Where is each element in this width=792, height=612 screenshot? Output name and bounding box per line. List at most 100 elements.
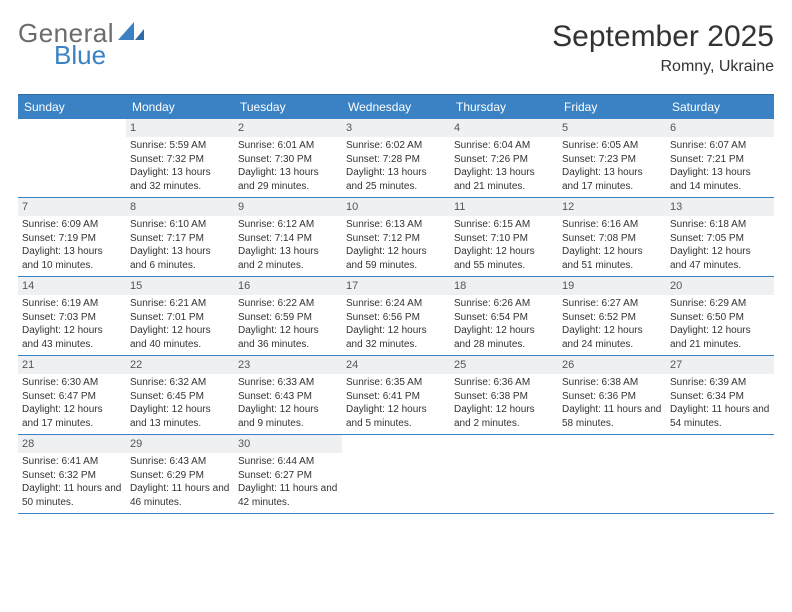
dow-header-row: SundayMondayTuesdayWednesdayThursdayFrid… — [18, 94, 774, 119]
day-details: Sunrise: 6:19 AMSunset: 7:03 PMDaylight:… — [18, 295, 126, 351]
day-details: Sunrise: 6:44 AMSunset: 6:27 PMDaylight:… — [234, 453, 342, 509]
dow-header: Tuesday — [234, 95, 342, 119]
sunset-line: Sunset: 6:54 PM — [454, 311, 554, 325]
weeks-container: 1Sunrise: 5:59 AMSunset: 7:32 PMDaylight… — [18, 119, 774, 514]
sunset-line: Sunset: 6:29 PM — [130, 469, 230, 483]
day-number: 9 — [234, 198, 342, 216]
daylight-line: Daylight: 13 hours and 29 minutes. — [238, 166, 338, 193]
sunrise-line: Sunrise: 6:30 AM — [22, 376, 122, 390]
day-number: 7 — [18, 198, 126, 216]
daylight-line: Daylight: 11 hours and 42 minutes. — [238, 482, 338, 509]
day-details: Sunrise: 6:05 AMSunset: 7:23 PMDaylight:… — [558, 137, 666, 193]
day-cell: 16Sunrise: 6:22 AMSunset: 6:59 PMDayligh… — [234, 277, 342, 355]
day-details: Sunrise: 5:59 AMSunset: 7:32 PMDaylight:… — [126, 137, 234, 193]
sunrise-line: Sunrise: 6:44 AM — [238, 455, 338, 469]
day-cell: 26Sunrise: 6:38 AMSunset: 6:36 PMDayligh… — [558, 356, 666, 434]
day-cell: 7Sunrise: 6:09 AMSunset: 7:19 PMDaylight… — [18, 198, 126, 276]
sunset-line: Sunset: 7:17 PM — [130, 232, 230, 246]
day-cell: 15Sunrise: 6:21 AMSunset: 7:01 PMDayligh… — [126, 277, 234, 355]
daylight-line: Daylight: 11 hours and 50 minutes. — [22, 482, 122, 509]
day-details: Sunrise: 6:18 AMSunset: 7:05 PMDaylight:… — [666, 216, 774, 272]
sunset-line: Sunset: 7:05 PM — [670, 232, 770, 246]
daylight-line: Daylight: 12 hours and 43 minutes. — [22, 324, 122, 351]
day-cell: 14Sunrise: 6:19 AMSunset: 7:03 PMDayligh… — [18, 277, 126, 355]
sunset-line: Sunset: 7:03 PM — [22, 311, 122, 325]
sunrise-line: Sunrise: 5:59 AM — [130, 139, 230, 153]
day-number: 15 — [126, 277, 234, 295]
sunrise-line: Sunrise: 6:12 AM — [238, 218, 338, 232]
dow-header: Sunday — [18, 95, 126, 119]
day-details: Sunrise: 6:09 AMSunset: 7:19 PMDaylight:… — [18, 216, 126, 272]
daylight-line: Daylight: 11 hours and 46 minutes. — [130, 482, 230, 509]
sunrise-line: Sunrise: 6:02 AM — [346, 139, 446, 153]
month-title: September 2025 — [552, 20, 774, 54]
day-number: 28 — [18, 435, 126, 453]
day-number: 29 — [126, 435, 234, 453]
sunset-line: Sunset: 6:50 PM — [670, 311, 770, 325]
day-details: Sunrise: 6:43 AMSunset: 6:29 PMDaylight:… — [126, 453, 234, 509]
sunrise-line: Sunrise: 6:27 AM — [562, 297, 662, 311]
day-number: 26 — [558, 356, 666, 374]
sunset-line: Sunset: 7:01 PM — [130, 311, 230, 325]
day-details: Sunrise: 6:22 AMSunset: 6:59 PMDaylight:… — [234, 295, 342, 351]
day-details: Sunrise: 6:12 AMSunset: 7:14 PMDaylight:… — [234, 216, 342, 272]
sunrise-line: Sunrise: 6:09 AM — [22, 218, 122, 232]
dow-header: Wednesday — [342, 95, 450, 119]
daylight-line: Daylight: 13 hours and 10 minutes. — [22, 245, 122, 272]
sunset-line: Sunset: 6:52 PM — [562, 311, 662, 325]
sunset-line: Sunset: 6:56 PM — [346, 311, 446, 325]
sunset-line: Sunset: 6:27 PM — [238, 469, 338, 483]
day-cell: 1Sunrise: 5:59 AMSunset: 7:32 PMDaylight… — [126, 119, 234, 197]
day-number: 8 — [126, 198, 234, 216]
day-number: 12 — [558, 198, 666, 216]
week-row: 7Sunrise: 6:09 AMSunset: 7:19 PMDaylight… — [18, 198, 774, 277]
week-row: 28Sunrise: 6:41 AMSunset: 6:32 PMDayligh… — [18, 435, 774, 514]
sunrise-line: Sunrise: 6:22 AM — [238, 297, 338, 311]
day-details: Sunrise: 6:26 AMSunset: 6:54 PMDaylight:… — [450, 295, 558, 351]
day-number: 19 — [558, 277, 666, 295]
daylight-line: Daylight: 12 hours and 5 minutes. — [346, 403, 446, 430]
day-number: 6 — [666, 119, 774, 137]
daylight-line: Daylight: 12 hours and 17 minutes. — [22, 403, 122, 430]
location: Romny, Ukraine — [552, 58, 774, 76]
sunrise-line: Sunrise: 6:24 AM — [346, 297, 446, 311]
day-details: Sunrise: 6:35 AMSunset: 6:41 PMDaylight:… — [342, 374, 450, 430]
daylight-line: Daylight: 12 hours and 40 minutes. — [130, 324, 230, 351]
empty-cell — [450, 435, 558, 513]
day-details: Sunrise: 6:07 AMSunset: 7:21 PMDaylight:… — [666, 137, 774, 193]
sunset-line: Sunset: 6:45 PM — [130, 390, 230, 404]
daylight-line: Daylight: 12 hours and 21 minutes. — [670, 324, 770, 351]
day-number: 30 — [234, 435, 342, 453]
brand-line2: Blue — [54, 42, 144, 68]
sunrise-line: Sunrise: 6:01 AM — [238, 139, 338, 153]
sunrise-line: Sunrise: 6:29 AM — [670, 297, 770, 311]
sunset-line: Sunset: 6:59 PM — [238, 311, 338, 325]
sunset-line: Sunset: 6:43 PM — [238, 390, 338, 404]
day-number: 5 — [558, 119, 666, 137]
brand-logo: General Blue — [18, 20, 144, 68]
empty-cell — [666, 435, 774, 513]
header: General Blue September 2025 Romny, Ukrai… — [18, 20, 774, 76]
day-details: Sunrise: 6:13 AMSunset: 7:12 PMDaylight:… — [342, 216, 450, 272]
day-details: Sunrise: 6:41 AMSunset: 6:32 PMDaylight:… — [18, 453, 126, 509]
day-cell: 4Sunrise: 6:04 AMSunset: 7:26 PMDaylight… — [450, 119, 558, 197]
sunset-line: Sunset: 6:36 PM — [562, 390, 662, 404]
dow-header: Saturday — [666, 95, 774, 119]
sunset-line: Sunset: 7:08 PM — [562, 232, 662, 246]
day-details: Sunrise: 6:10 AMSunset: 7:17 PMDaylight:… — [126, 216, 234, 272]
sunset-line: Sunset: 7:19 PM — [22, 232, 122, 246]
sunset-line: Sunset: 7:26 PM — [454, 153, 554, 167]
sunrise-line: Sunrise: 6:33 AM — [238, 376, 338, 390]
sunrise-line: Sunrise: 6:39 AM — [670, 376, 770, 390]
sunset-line: Sunset: 7:10 PM — [454, 232, 554, 246]
sunset-line: Sunset: 7:23 PM — [562, 153, 662, 167]
sunset-line: Sunset: 7:12 PM — [346, 232, 446, 246]
day-number: 20 — [666, 277, 774, 295]
day-number: 21 — [18, 356, 126, 374]
sunrise-line: Sunrise: 6:13 AM — [346, 218, 446, 232]
daylight-line: Daylight: 12 hours and 55 minutes. — [454, 245, 554, 272]
sunrise-line: Sunrise: 6:36 AM — [454, 376, 554, 390]
sunset-line: Sunset: 7:28 PM — [346, 153, 446, 167]
sunrise-line: Sunrise: 6:04 AM — [454, 139, 554, 153]
day-cell: 25Sunrise: 6:36 AMSunset: 6:38 PMDayligh… — [450, 356, 558, 434]
